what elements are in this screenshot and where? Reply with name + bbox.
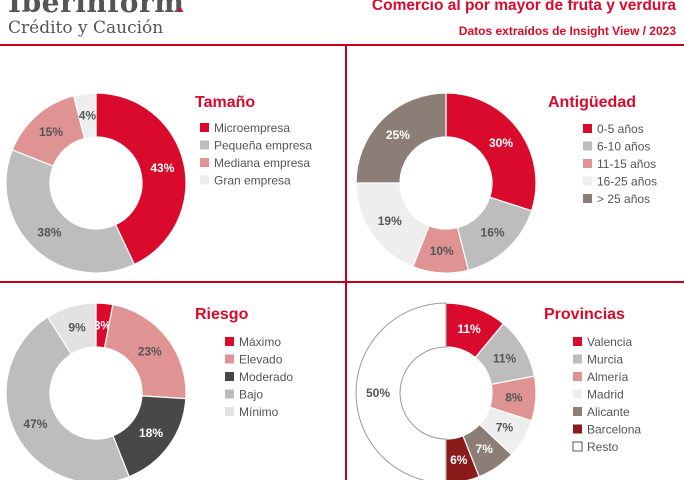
data-label: 16% [481, 226, 505, 240]
legend-label: Microempresa [214, 121, 290, 135]
legend-label: 0-5 años [597, 122, 644, 136]
legend-swatch [225, 407, 234, 416]
legend-label: Madrid [587, 388, 624, 402]
chart-title: Antigüedad [548, 94, 636, 111]
data-label: 18% [139, 426, 163, 440]
slice-resto [355, 302, 447, 480]
data-label: 9% [68, 321, 86, 335]
legend-swatch [200, 140, 209, 150]
data-label: 15% [39, 125, 63, 139]
data-label: 47% [23, 417, 47, 431]
legend-swatch [573, 337, 582, 346]
legend-label: Moderado [239, 370, 293, 384]
divider-middle [0, 281, 684, 283]
legend-swatch [225, 354, 234, 364]
slice-elevado [103, 303, 187, 400]
legend-swatch [225, 389, 234, 399]
chart-title: Riesgo [195, 306, 249, 323]
slice-bajo [5, 316, 130, 480]
legend-label: Resto [587, 440, 619, 454]
legend-swatch [583, 176, 592, 186]
legend-label: Mediana empresa [214, 156, 310, 170]
chart-title: Tamaño [195, 94, 255, 111]
legend-swatch [573, 389, 582, 399]
legend-label: Barcelona [587, 423, 641, 437]
slice--25-a-os [355, 92, 447, 184]
slice-microempresa [95, 92, 187, 266]
data-label: 3% [94, 318, 112, 332]
legend-label: 6-10 años [597, 140, 650, 154]
legend-swatch [225, 372, 234, 381]
data-label: 7% [496, 421, 514, 435]
legend-swatch [583, 141, 592, 151]
donut-chart-2: 3% 23% 18% 47% 9% Riesgo Máximo Elevado Moderado… [5, 302, 293, 480]
data-label: 23% [138, 344, 162, 358]
legend-swatch [225, 337, 234, 346]
legend-label: Mínimo [239, 405, 279, 419]
chart-title: Provincias [544, 306, 625, 323]
legend-swatch [573, 354, 582, 364]
legend-label: Almería [587, 370, 629, 384]
data-label: 30% [489, 136, 513, 150]
donut-chart-1: 30% 16% 10% 19% 25% Antigüedad 0-5 años 6-10 añ… [355, 92, 657, 274]
divider-top [0, 44, 684, 46]
legend-label: Elevado [239, 353, 283, 367]
brand-logo: Iberinform Crédito y Caución [8, 0, 184, 38]
legend-swatch [572, 441, 583, 452]
slice-peque-a-empresa [5, 149, 136, 274]
legend-label: Pequeña empresa [214, 139, 312, 153]
data-label: 7% [476, 442, 494, 456]
data-label: 10% [430, 244, 454, 258]
data-label: 50% [366, 386, 390, 400]
slice-gran-empresa [72, 92, 97, 140]
data-label: 25% [386, 128, 410, 142]
legend-swatch [573, 372, 582, 381]
page-subtitle: Datos extraídos de Insight View / 2023 [458, 24, 676, 38]
brand-name: Iberinform [8, 0, 185, 19]
brand-tagline: Crédito y Caución [8, 18, 164, 38]
slice-0-5-a-os [445, 92, 537, 212]
legend-label: Murcia [587, 353, 623, 367]
legend-label: Máximo [239, 335, 281, 349]
donut-chart-0: 43% 38% 15% 4% Tamaño Microempresa Pequeña emp… [5, 92, 312, 274]
legend-label: Alicante [587, 405, 630, 419]
brand-dot-icon [178, 8, 182, 12]
data-label: 8% [505, 390, 523, 404]
data-label: 4% [79, 109, 97, 123]
data-label: 19% [378, 214, 402, 228]
slice-m-nimo [46, 302, 97, 355]
legend-label: Valencia [587, 335, 632, 349]
legend-label: Gran empresa [214, 174, 291, 188]
page-title: Comercio al por mayor de fruta y verdura [371, 0, 676, 14]
legend-label: > 25 años [597, 192, 650, 206]
divider-vertical [345, 44, 347, 480]
legend-label: Bajo [239, 388, 263, 402]
legend-label: 16-25 años [597, 175, 657, 189]
legend-label: 11-15 años [597, 157, 656, 171]
legend-swatch [583, 124, 592, 133]
data-label: 38% [37, 226, 61, 240]
legend-swatch [573, 424, 582, 434]
data-label: 43% [150, 161, 174, 175]
data-label: 6% [450, 453, 468, 467]
legend-swatch [583, 194, 592, 203]
legend-swatch [200, 175, 209, 185]
legend-swatch [583, 159, 592, 168]
donut-chart-3: 11% 11% 8% 7%7% 6% 50% Provincias Valencia Murci… [355, 302, 641, 480]
legend-swatch [200, 158, 209, 167]
legend-swatch [200, 123, 209, 132]
data-label: 11% [457, 322, 481, 336]
legend-swatch [573, 407, 582, 416]
data-label: 11% [493, 351, 517, 365]
